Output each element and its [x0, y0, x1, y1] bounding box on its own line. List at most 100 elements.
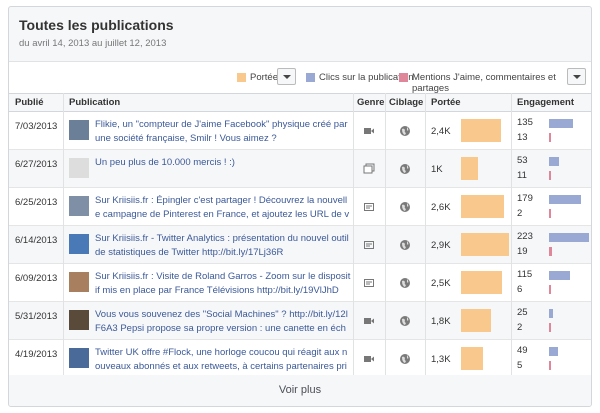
reach-label: 2,4K [431, 126, 451, 137]
type-icon [364, 128, 374, 134]
likes-bar [549, 323, 551, 332]
likes-value: 13 [517, 132, 528, 143]
globe-icon [400, 354, 410, 364]
post-text[interactable]: Sur Kriisiis.fr : Visite de Roland Garro… [95, 271, 351, 296]
thumbnail [69, 310, 89, 330]
likes-value: 6 [517, 284, 523, 295]
clicks-value: 53 [517, 155, 528, 166]
clicks-value: 179 [517, 193, 533, 204]
likes-bar [549, 247, 553, 256]
type-icon [364, 203, 374, 211]
post-text[interactable]: Twitter UK offre #Flock, une horloge cou… [95, 347, 348, 376]
post-text[interactable]: Sur Kriisiis.fr : Épingler c'est partage… [95, 195, 350, 224]
column-header: Genre [357, 97, 385, 108]
date: 7/03/2013 [15, 121, 58, 132]
title: Toutes les publications [19, 17, 174, 33]
reach-bar [461, 157, 478, 180]
column-header: Portée [431, 97, 461, 108]
table-row: 5/31/2013 Vous vous souvenez des "Social … [9, 302, 591, 340]
see-more[interactable]: Voir plus [9, 375, 591, 406]
table-row: 6/09/2013 Sur Kriisiis.fr : Visite de Rol… [9, 264, 591, 302]
legend-label: Clics sur la publication [319, 72, 414, 83]
post-text[interactable]: Sur Kriisiis.fr - Twitter Analytics : pr… [95, 233, 349, 258]
type-icon [363, 163, 375, 174]
date: 4/19/2013 [15, 349, 58, 360]
legend-swatch [306, 73, 315, 82]
likes-value: 11 [517, 170, 527, 181]
post-text[interactable]: Un peu plus de 10.000 mercis ! :) [95, 157, 235, 168]
likes-bar [549, 285, 551, 294]
column-header: Engagement [517, 97, 575, 108]
type-icon [364, 241, 374, 249]
dropdown[interactable] [277, 68, 296, 85]
thumbnail [69, 196, 89, 216]
clicks-value: 115 [517, 269, 533, 280]
legend-label: Portée [250, 72, 278, 83]
thumbnail [69, 234, 89, 254]
reach-label: 2,5K [431, 278, 451, 289]
reach-bar [461, 195, 505, 218]
clicks-value: 49 [517, 345, 528, 356]
clicks-bar [549, 271, 570, 280]
clicks-bar [549, 157, 559, 166]
reach-label: 1,8K [431, 316, 451, 327]
likes-value: 5 [517, 360, 523, 371]
reach-label: 1,3K [431, 354, 451, 365]
type-icon [364, 356, 374, 362]
likes-bar [549, 209, 551, 218]
reach-label: 2,9K [431, 240, 451, 251]
column-header: Ciblage [389, 97, 424, 108]
clicks-value: 223 [517, 231, 533, 242]
date: 6/09/2013 [15, 273, 58, 284]
thumbnail [69, 120, 89, 140]
likes-bar [549, 171, 551, 180]
likes-bar [549, 361, 551, 370]
table-header: Publié Publication Genre Ciblage Portée Engag… [9, 93, 591, 112]
column-divider [353, 93, 354, 375]
table-row: 4/19/2013 Twitter UK offre #Flock, une ho… [9, 340, 591, 378]
table-row: 6/25/2013 Sur Kriisiis.fr : Épingler c'es… [9, 188, 591, 226]
column-divider [385, 93, 386, 375]
reach-label: 1K [431, 164, 443, 175]
panel: Toutes les publications du avril 14, 201… [8, 6, 592, 407]
clicks-bar [549, 119, 574, 128]
table-row: 6/27/2013 Un peu plus de 10.000 mercis ! … [9, 150, 591, 188]
date: 6/14/2013 [15, 235, 58, 246]
legend-swatch [399, 73, 408, 82]
column-header: Publication [69, 97, 121, 108]
clicks-bar [549, 195, 582, 204]
likes-value: 19 [517, 246, 528, 257]
clicks-bar [549, 347, 558, 356]
clicks-bar [549, 233, 589, 242]
globe-icon [400, 126, 410, 136]
date: 5/31/2013 [15, 311, 58, 322]
likes-value: 2 [517, 208, 523, 219]
reach-label: 2,6K [431, 202, 451, 213]
dropdown[interactable] [567, 68, 586, 85]
subtitle: du avril 14, 2013 au juillet 12, 2013 [19, 38, 167, 49]
thumbnail [69, 272, 89, 292]
thumbnail [69, 348, 89, 368]
column-divider [63, 93, 64, 375]
globe-icon [400, 202, 410, 212]
thumbnail [69, 158, 89, 178]
type-icon [364, 318, 374, 324]
legend: Portée Clics sur la publication Mentions… [9, 61, 591, 94]
globe-icon [400, 316, 410, 326]
date: 6/27/2013 [15, 159, 58, 170]
likes-bar [549, 133, 552, 142]
legend-swatch [237, 73, 246, 82]
legend-label: Mentions J'aime, commentaires et partage… [412, 72, 556, 94]
reach-bar [461, 233, 509, 256]
post-text[interactable]: Flikie, un "compteur de J'aime Facebook"… [95, 119, 348, 144]
reach-bar [461, 347, 483, 370]
clicks-value: 25 [517, 307, 528, 318]
column-header: Publié [15, 97, 44, 108]
post-text[interactable]: Vous vous souvenez des "Social Machines"… [95, 309, 348, 338]
table-row: 7/03/2013 Flikie, un "compteur de J'aime … [9, 112, 591, 150]
globe-icon [400, 278, 410, 288]
reach-bar [461, 271, 503, 294]
reach-bar [461, 309, 491, 332]
clicks-value: 135 [517, 117, 533, 128]
